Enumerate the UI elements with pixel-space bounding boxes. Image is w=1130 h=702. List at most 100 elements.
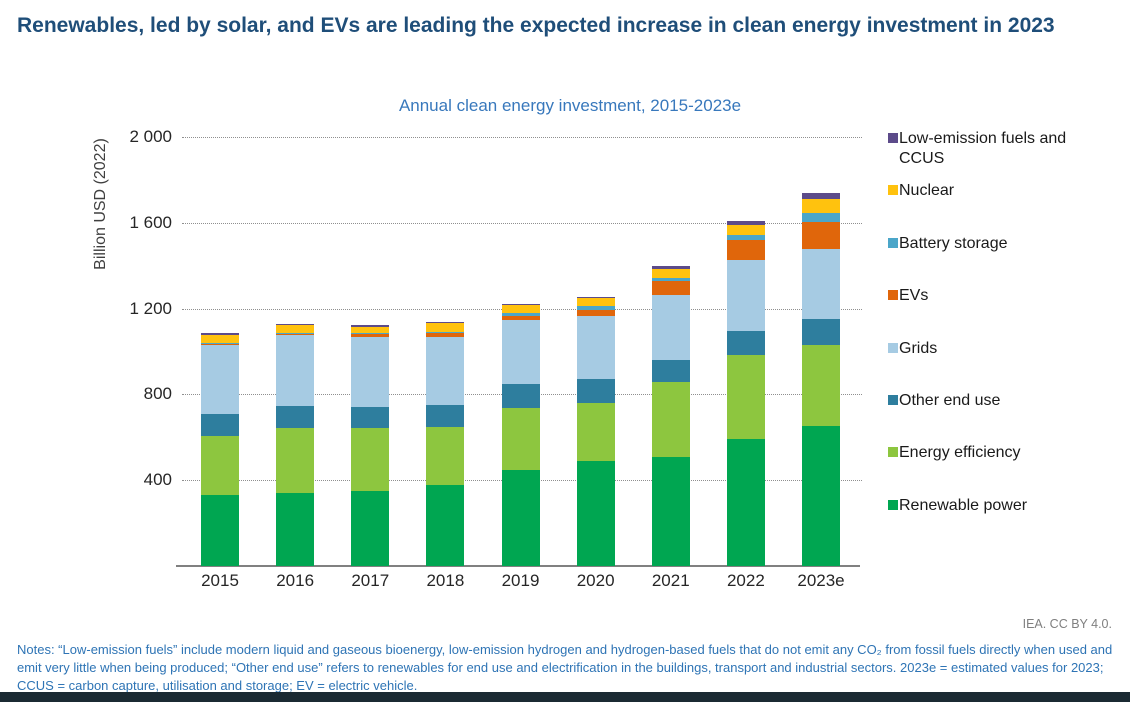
- bar-segment-evs: [201, 343, 239, 345]
- bar-segment-battery-storage: [276, 332, 315, 334]
- legend-swatch-icon: [888, 290, 898, 301]
- legend-label: Other end use: [899, 392, 1001, 409]
- bar-segment-low-emission-fuels-and-ccus: [351, 324, 390, 327]
- bar-segment-battery-storage: [426, 331, 465, 333]
- bar-segment-energy-efficiency: [201, 435, 239, 496]
- bar-segment-battery-storage: [201, 343, 239, 344]
- bar-segment-nuclear: [201, 335, 239, 344]
- bar-2021: [651, 265, 690, 566]
- x-tick-label: 2019: [501, 571, 540, 590]
- y-tick-label: 2 000: [129, 127, 172, 146]
- bar-segment-low-emission-fuels-and-ccus: [651, 265, 690, 269]
- footnotes: Notes: “Low-emission fuels” include mode…: [17, 642, 1113, 694]
- bar-segment-energy-efficiency: [651, 381, 690, 457]
- bar-segment-evs: [276, 333, 315, 336]
- legend-label: Grids: [899, 339, 938, 357]
- bar-segment-grids: [576, 316, 615, 379]
- legend-swatch-icon: [888, 185, 898, 196]
- bar-2018: [426, 321, 465, 566]
- bar-segment-energy-efficiency: [726, 354, 765, 440]
- bar-segment-grids: [802, 248, 840, 320]
- bar-segment-nuclear: [501, 305, 540, 313]
- bar-segment-renewable-power: [351, 490, 390, 566]
- bar-segment-low-emission-fuels-and-ccus: [726, 220, 765, 225]
- bar-segment-low-emission-fuels-and-ccus: [276, 323, 315, 326]
- x-axis-line: [176, 565, 860, 567]
- legend-swatch-icon: [888, 447, 898, 458]
- bar-segment-nuclear: [576, 298, 615, 307]
- bar-2022: [726, 220, 765, 566]
- bar-segment-nuclear: [426, 322, 465, 332]
- legend-swatch-icon: [888, 499, 898, 510]
- bar-segment-renewable-power: [726, 439, 765, 566]
- bar-2019: [501, 303, 540, 566]
- bar-segment-other-end-use: [726, 331, 765, 355]
- legend-item-nuclear: Nuclear: [888, 181, 954, 201]
- bar-segment-grids: [201, 344, 239, 415]
- bar-segment-energy-efficiency: [351, 427, 390, 491]
- x-tick-label: 2021: [651, 571, 690, 590]
- gridline: [182, 222, 862, 224]
- bar-segment-low-emission-fuels-and-ccus: [802, 192, 840, 200]
- legend-swatch-icon: [888, 237, 898, 248]
- bar-segment-nuclear: [651, 268, 690, 279]
- bar-segment-energy-efficiency: [802, 344, 840, 426]
- legend-item-renewable-power: Renewable power: [888, 496, 1027, 516]
- bar-segment-grids: [351, 336, 390, 408]
- bar-segment-other-end-use: [651, 359, 690, 382]
- bar-segment-evs: [651, 281, 690, 296]
- x-tick-label: 2023e: [797, 571, 845, 590]
- bar-2016: [276, 323, 315, 566]
- legend-label: Renewable power: [899, 496, 1028, 514]
- bar-segment-renewable-power: [651, 456, 690, 566]
- page-title: Renewables, led by solar, and EVs are le…: [17, 14, 1055, 37]
- bar-segment-energy-efficiency: [576, 402, 615, 462]
- bar-segment-battery-storage: [501, 312, 540, 316]
- bar-segment-grids: [501, 320, 540, 384]
- bar-segment-battery-storage: [726, 234, 765, 240]
- bar-segment-nuclear: [726, 224, 765, 235]
- legend-item-energy-efficiency: Energy efficiency: [888, 443, 1021, 463]
- bar-segment-nuclear: [276, 325, 315, 333]
- y-tick-label: 1 600: [129, 212, 172, 232]
- bar-segment-renewable-power: [501, 469, 540, 566]
- bar-2017: [351, 324, 390, 566]
- bar-2015: [201, 333, 239, 566]
- bar-segment-grids: [276, 335, 315, 407]
- legend-label: Low-emission fuels and CCUS: [899, 130, 1067, 168]
- bar-segment-nuclear: [351, 326, 390, 334]
- bar-segment-evs: [726, 239, 765, 261]
- bar-segment-low-emission-fuels-and-ccus: [426, 321, 465, 323]
- x-tick-label: 2016: [276, 571, 315, 590]
- bar-segment-battery-storage: [802, 213, 840, 222]
- bar-segment-low-emission-fuels-and-ccus: [576, 296, 615, 299]
- bar-segment-evs: [351, 333, 390, 337]
- legend-label: Energy efficiency: [899, 444, 1021, 462]
- bar-segment-evs: [576, 309, 615, 317]
- bar-segment-other-end-use: [426, 404, 465, 428]
- bar-2023e: [802, 192, 840, 566]
- bar-segment-other-end-use: [501, 383, 540, 408]
- legend-label: Nuclear: [899, 182, 955, 200]
- bar-segment-nuclear: [802, 199, 840, 214]
- bar-segment-grids: [651, 295, 690, 360]
- bar-segment-renewable-power: [576, 461, 615, 566]
- attribution-text: IEA. CC BY 4.0.: [1022, 617, 1112, 631]
- bar-segment-battery-storage: [651, 278, 690, 282]
- chart-title: Annual clean energy investment, 2015-202…: [398, 96, 742, 115]
- gridline: [182, 137, 862, 138]
- bar-segment-renewable-power: [276, 493, 315, 566]
- legend-swatch-icon: [888, 395, 898, 405]
- x-tick-label: 2017: [351, 571, 390, 590]
- x-tick-label: 2018: [426, 571, 465, 590]
- bar-segment-energy-efficiency: [501, 407, 540, 470]
- bar-segment-low-emission-fuels-and-ccus: [201, 333, 239, 336]
- y-tick-label: 400: [143, 470, 172, 490]
- legend-label: Battery storage: [899, 234, 1008, 252]
- bar-2020: [576, 296, 615, 566]
- y-tick-label: 800: [143, 384, 172, 404]
- bar-segment-battery-storage: [576, 306, 615, 310]
- bottom-accent-bar: [0, 692, 1130, 702]
- bar-segment-grids: [726, 260, 765, 332]
